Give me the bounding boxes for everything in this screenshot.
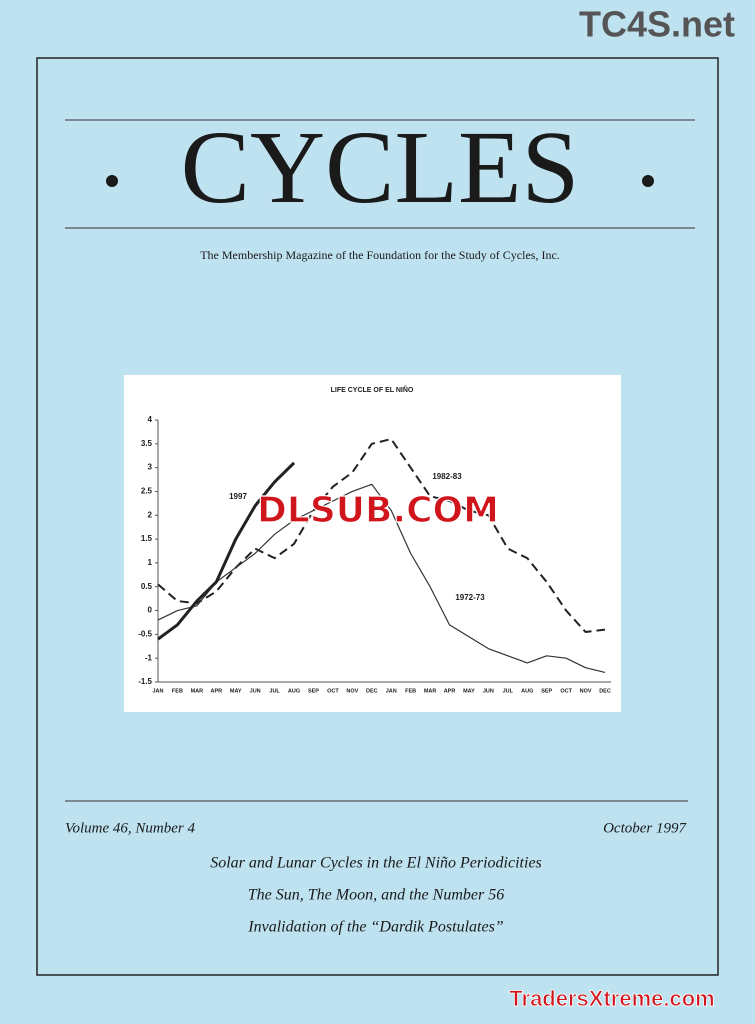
issue-date: October 1997	[603, 820, 687, 836]
frame	[36, 57, 719, 976]
x-tick-label: SEP	[541, 688, 552, 694]
x-tick-label: APR	[444, 688, 456, 694]
x-tick-label: NOV	[580, 688, 592, 694]
x-tick-label: JUL	[503, 688, 514, 694]
y-tick-label: -1	[145, 653, 153, 662]
series-line	[157, 483, 606, 674]
x-tick-label: MAY	[230, 688, 242, 694]
x-tick-label: MAR	[191, 688, 204, 694]
x-tick-label: FEB	[172, 688, 183, 694]
x-tick-label: AUG	[288, 688, 300, 694]
y-tick-label: 4	[148, 415, 153, 424]
series-label: 1972-73	[455, 593, 485, 602]
y-tick-label: 1.5	[141, 534, 153, 543]
x-tick-label: OCT	[560, 688, 572, 694]
y-tick-label: 3	[148, 463, 153, 472]
x-tick-label: OCT	[327, 688, 339, 694]
chart-title: LIFE CYCLE OF EL NIÑO	[331, 385, 414, 394]
watermark: DLSUB.COM	[257, 490, 499, 531]
x-tick-label: JUN	[483, 688, 494, 694]
x-tick-label: JUL	[269, 688, 280, 694]
chart-panel	[124, 375, 621, 712]
series-line	[157, 438, 606, 633]
watermark: TradersXtreme.com	[509, 986, 714, 1011]
y-tick-label: -1.5	[138, 677, 152, 686]
x-tick-label: JUN	[250, 688, 261, 694]
series-label: 1982-83	[432, 472, 462, 481]
article-title: Invalidation of the “Dardik Postulates”	[247, 919, 504, 936]
x-tick-label: JAN	[386, 688, 397, 694]
y-tick-label: 1	[148, 558, 153, 567]
y-tick-label: 0.5	[141, 582, 153, 591]
masthead-subtitle: The Membership Magazine of the Foundatio…	[200, 248, 560, 262]
x-tick-label: DEC	[366, 688, 378, 694]
article-title: Solar and Lunar Cycles in the El Niño Pe…	[210, 855, 542, 872]
series-label: 1997	[229, 492, 247, 501]
x-tick-label: SEP	[308, 688, 319, 694]
y-tick-label: 2	[148, 510, 153, 519]
x-tick-label: FEB	[405, 688, 416, 694]
watermark: TC4S.net	[579, 4, 735, 45]
x-tick-label: MAY	[463, 688, 475, 694]
dot	[106, 175, 118, 187]
y-tick-label: 2.5	[141, 487, 153, 496]
series-line	[157, 461, 296, 641]
x-tick-label: AUG	[521, 688, 533, 694]
masthead-title: CYCLES	[181, 110, 580, 225]
article-title: The Sun, The Moon, and the Number 56	[248, 887, 504, 904]
x-tick-label: NOV	[346, 688, 358, 694]
x-tick-label: MAR	[424, 688, 437, 694]
x-tick-label: DEC	[599, 688, 611, 694]
x-tick-label: JAN	[152, 688, 163, 694]
y-tick-label: 0	[148, 606, 153, 615]
issue-volume: Volume 46, Number 4	[65, 820, 195, 836]
y-tick-label: 3.5	[141, 439, 153, 448]
dot	[642, 175, 654, 187]
x-tick-label: APR	[210, 688, 222, 694]
y-tick-label: -0.5	[138, 629, 152, 638]
